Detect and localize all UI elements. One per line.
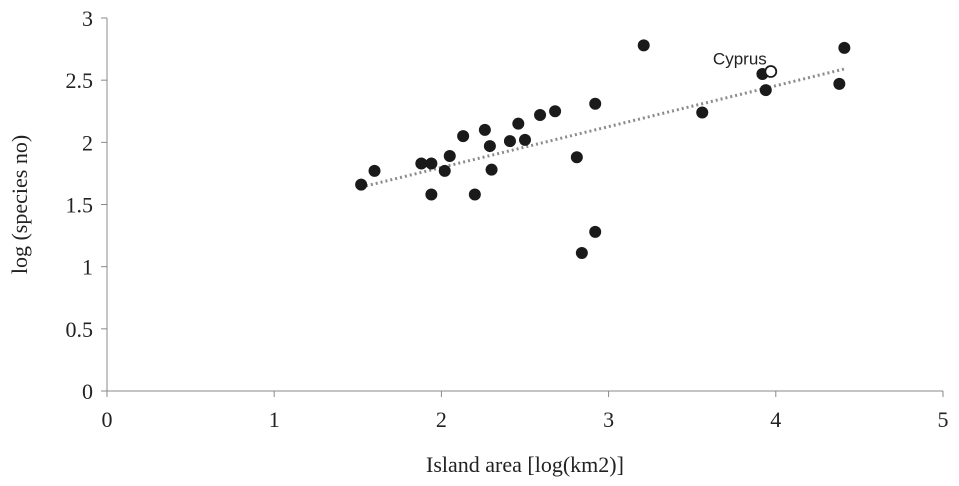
data-point xyxy=(425,188,438,201)
x-tick-label: 3 xyxy=(603,407,614,432)
data-point xyxy=(759,84,772,97)
data-point xyxy=(833,77,846,90)
data-point xyxy=(483,140,496,153)
x-axis: 0 1 2 3 4 5 xyxy=(102,390,949,432)
data-point xyxy=(589,97,602,110)
data-point xyxy=(570,151,583,164)
point-label: Cyprus xyxy=(713,49,767,68)
data-point xyxy=(485,163,498,176)
x-axis-title: Island area [log(km2)] xyxy=(426,452,624,477)
data-point xyxy=(468,188,481,201)
data-point xyxy=(589,225,602,238)
trendline-segment xyxy=(360,67,845,189)
data-point xyxy=(519,133,531,146)
y-axis-title: log (species no) xyxy=(7,135,32,274)
x-tick-label: 4 xyxy=(770,407,781,432)
data-point xyxy=(503,135,516,148)
x-tick-label: 2 xyxy=(436,407,447,432)
data-point xyxy=(478,123,491,136)
data-point xyxy=(534,108,547,121)
data-point xyxy=(637,39,650,52)
data-point xyxy=(549,105,562,118)
data-point xyxy=(443,150,456,163)
y-tick-label: 0 xyxy=(82,379,93,404)
y-tick-label: 2 xyxy=(82,130,93,155)
data-point xyxy=(368,164,381,177)
data-point xyxy=(575,246,588,259)
data-point xyxy=(355,178,368,191)
y-tick-label: 2.5 xyxy=(66,68,94,93)
x-tick-label: 5 xyxy=(938,407,949,432)
y-tick-label: 3 xyxy=(82,6,93,31)
data-point-open xyxy=(764,65,778,78)
data-point xyxy=(838,41,851,54)
x-tick-label: 0 xyxy=(102,407,113,432)
data-point xyxy=(696,106,709,119)
y-tick-label: 0.5 xyxy=(66,317,94,342)
y-tick-label: 1.5 xyxy=(66,193,94,218)
trendline xyxy=(360,67,845,189)
y-axis: 0 0.5 1 1.5 2 2.5 3 xyxy=(66,6,108,404)
x-tick-label: 1 xyxy=(269,407,280,432)
data-point xyxy=(438,164,451,177)
data-points xyxy=(355,39,851,259)
data-point xyxy=(425,157,438,170)
data-point xyxy=(457,130,470,143)
y-tick-label: 1 xyxy=(82,255,93,280)
data-point xyxy=(415,157,428,170)
annotations: Cyprus xyxy=(713,49,767,68)
data-point xyxy=(512,117,525,130)
